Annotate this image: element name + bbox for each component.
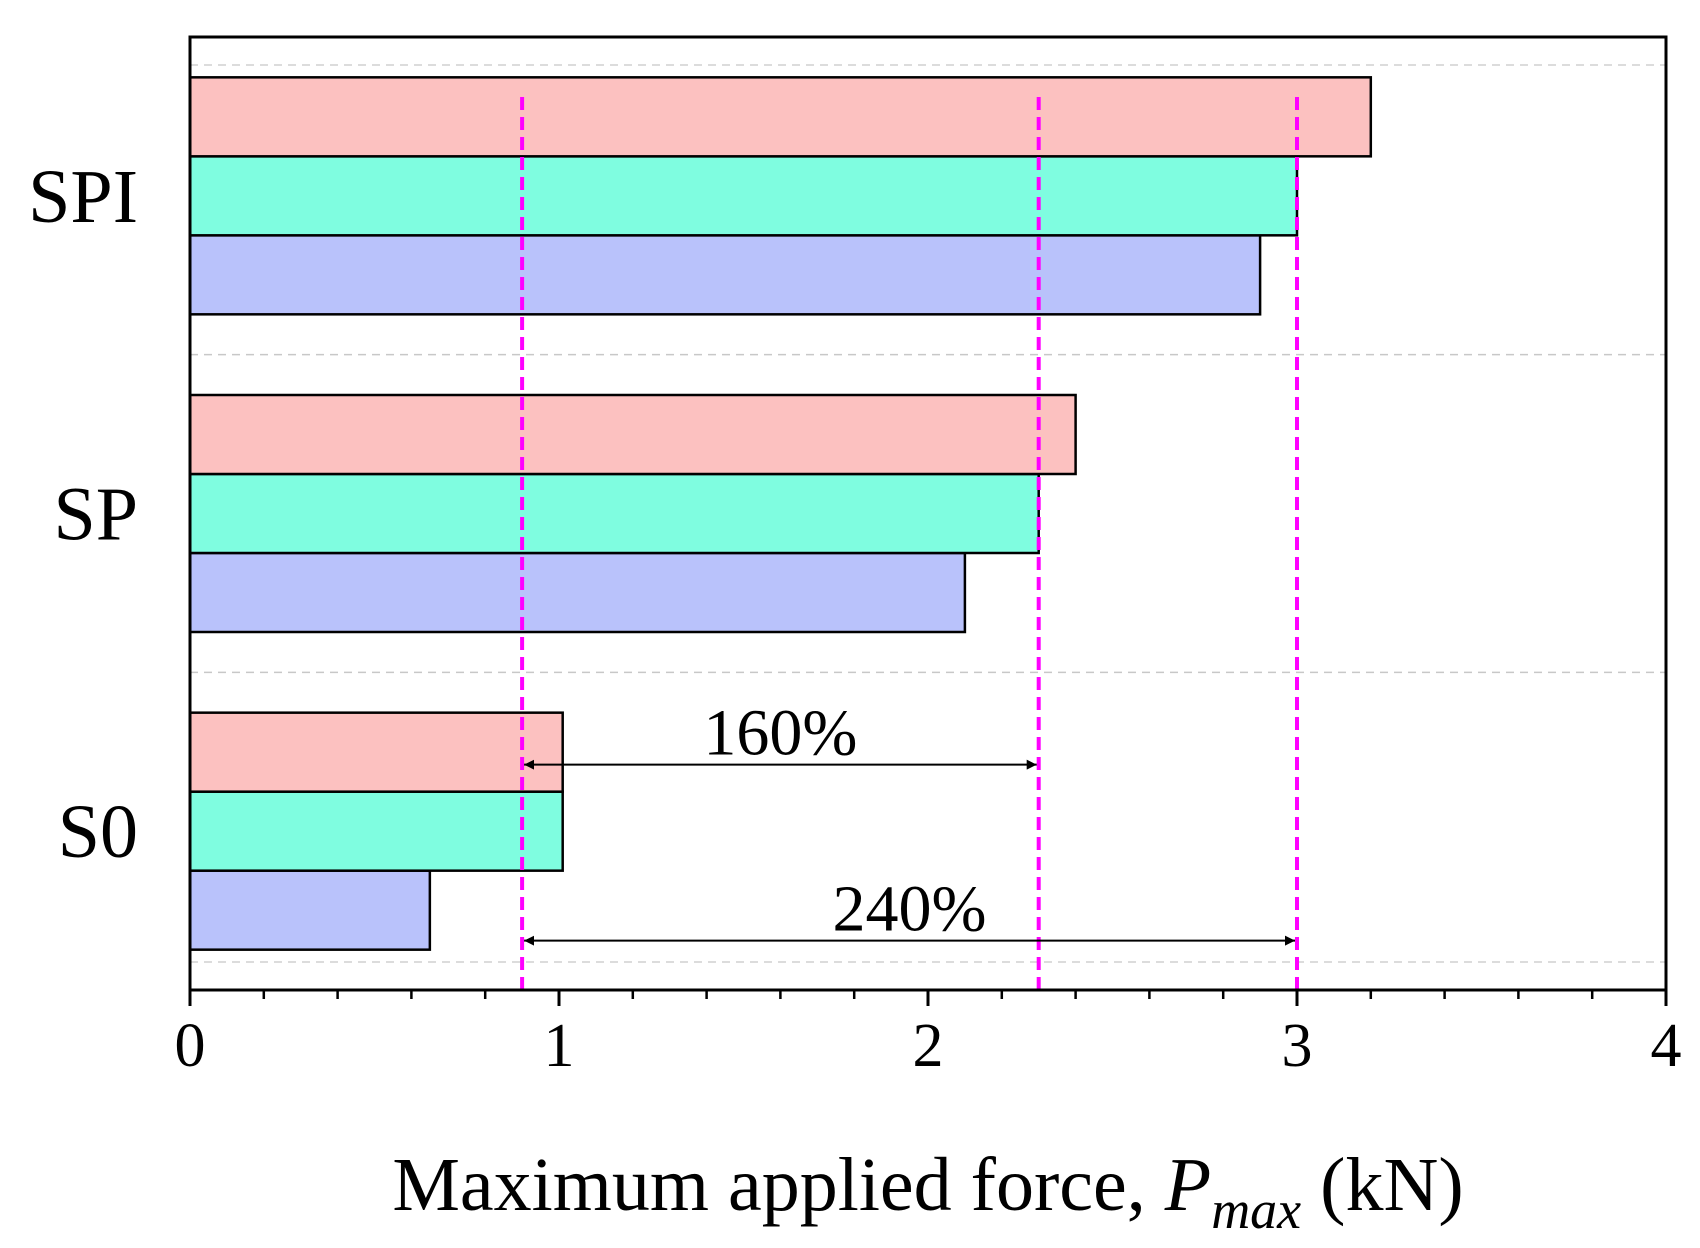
x-tick-label: 0 [175,1012,206,1080]
bar-SP-series-3 [188,393,1077,476]
reference-lines [520,97,1299,990]
x-tick-label: 2 [913,1012,944,1080]
annotations: 160% 240% [524,697,1295,946]
x-axis-title-symbol: P [1164,1143,1211,1227]
y-category-label: SP [53,473,138,557]
bar-SPI-series-3 [188,76,1373,158]
y-category-label: SPI [28,155,138,239]
x-axis-title: Maximum applied force, Pmax (kN) [392,1143,1463,1240]
bar-SP-series-2 [188,472,1040,555]
bar-S0-series-2 [188,790,564,872]
annotation-label: 240% [833,873,987,946]
axis-labels: 0 1 2 3 4 S0 SP SPI [28,155,1681,1080]
x-tick-label: 4 [1651,1012,1682,1080]
bar-S0-series-3 [188,711,564,793]
bar-SP-series-1 [188,551,967,634]
x-axis-title-subscript: max [1211,1180,1301,1240]
x-axis-title-text: Maximum applied force, [392,1143,1164,1227]
bar-SPI-series-1 [188,234,1262,316]
bar-SPI-series-2 [188,155,1299,237]
x-tick-label: 1 [544,1012,575,1080]
x-axis-title-unit: (kN) [1301,1143,1464,1227]
y-category-label: S0 [58,790,138,874]
annotation-label: 160% [703,697,857,770]
grid-lines [190,64,1666,963]
bars [188,76,1373,951]
bar-S0-series-1 [188,869,432,951]
x-axis-ticks [188,990,1668,1006]
x-tick-label: 3 [1282,1012,1313,1080]
